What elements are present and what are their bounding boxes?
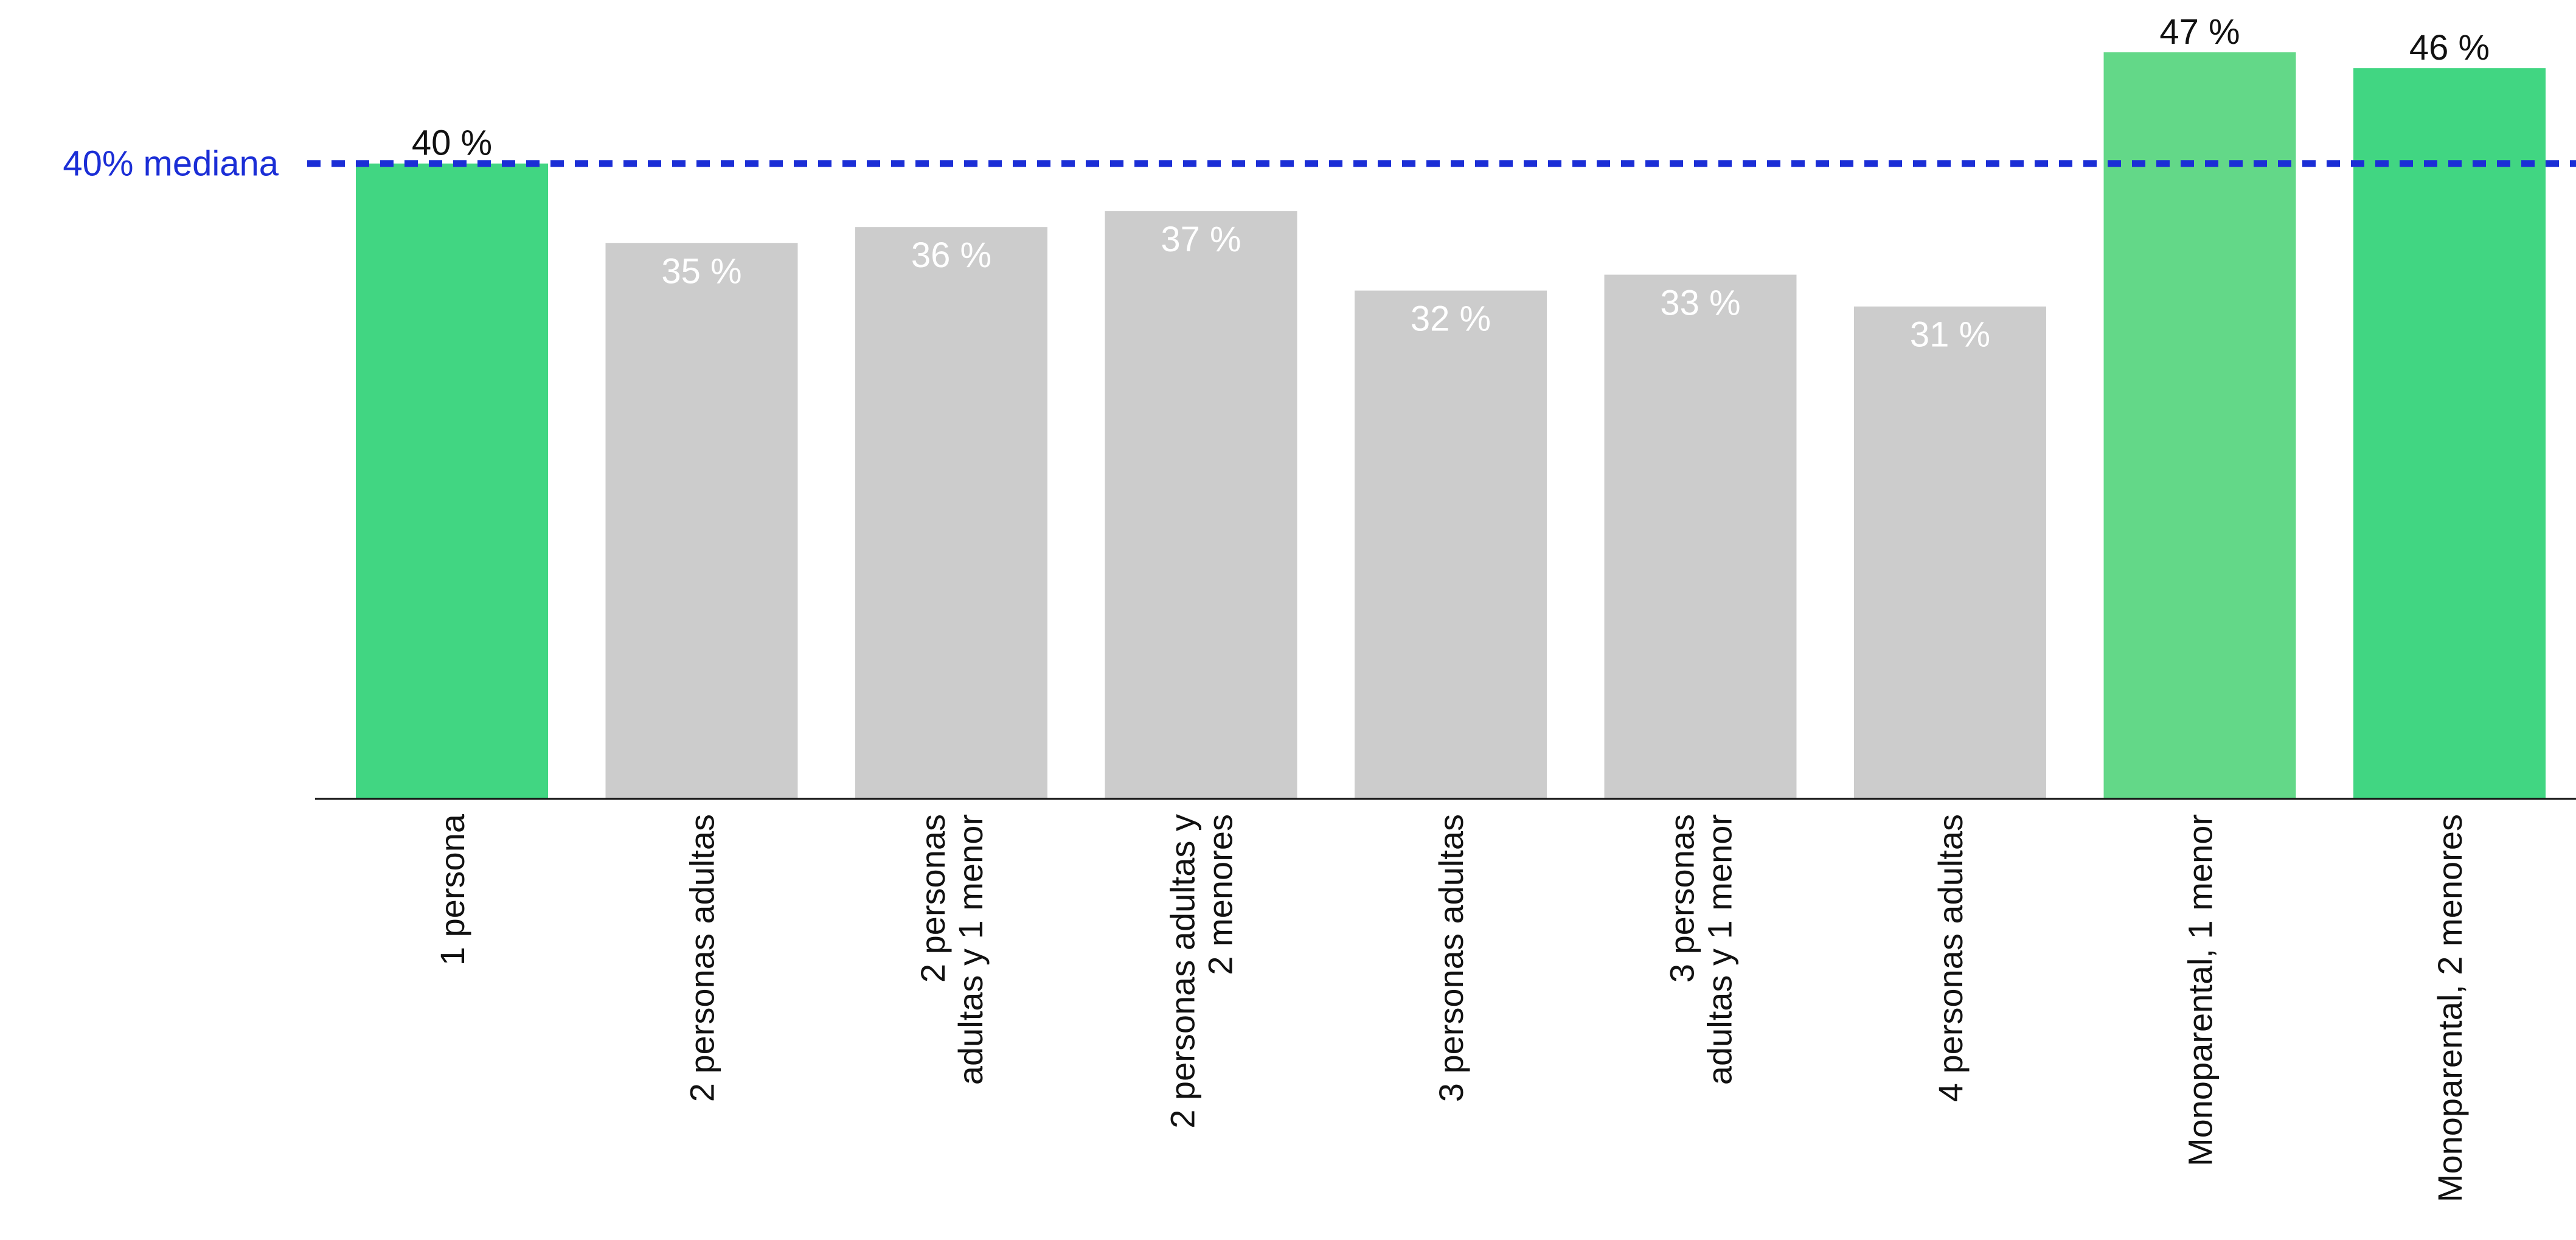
bar-value-label: 32 % [1411,299,1491,339]
category-label-line: 2 personas adultas y [1164,814,1202,1129]
category-label-line: adultas y 1 menor [951,814,990,1085]
bar-value-label: 37 % [1161,220,1241,259]
bar [356,163,548,799]
bar-value-label: 47 % [2159,12,2240,52]
bar-value-label: 40 % [412,124,492,163]
category-label: 2 personasadultas y 1 menor [914,814,990,1085]
category-label-line: 2 menores [1201,814,1240,975]
category-label: 3 personasadultas y 1 menor [1663,814,1739,1085]
bar-value-label: 31 % [1910,315,1990,355]
bar-value-label: 46 % [2409,28,2490,68]
bar [1854,306,2046,799]
category-label-line: Monoparental, 1 menor [2181,814,2220,1166]
bar [2103,52,2296,799]
category-label: 2 personas adultas y2 menores [1164,814,1240,1129]
median-reference-label: 40% mediana [63,144,279,184]
bar [1105,211,1297,799]
bars-layer [356,52,2546,799]
category-label-line: Monoparental, 2 menores [2431,814,2469,1202]
category-label-line: 2 personas [914,814,952,983]
category-label-line: 3 personas adultas [1432,814,1470,1102]
bar-value-label: 36 % [911,235,991,275]
category-label: 1 persona [433,813,471,966]
value-labels-layer: 40 % 35 % 36 % 37 % 32 % 33 % 31 % 47 % 46 % [412,12,2490,355]
bar-value-label: 35 % [661,251,741,291]
category-label: 3 personas adultas [1432,814,1470,1102]
bar-value-label: 33 % [1660,283,1740,322]
category-label-line: 4 personas adultas [1931,814,1970,1102]
category-labels-layer: 1 persona 2 personas adultas 2 personasadu… [433,813,2469,1202]
bar [1355,290,1547,799]
category-label: Monoparental, 2 menores [2431,814,2469,1202]
category-label-line: adultas y 1 menor [1701,814,1739,1085]
bar [1604,274,1797,799]
category-label: 4 personas adultas [1931,814,1970,1102]
category-label: Monoparental, 1 menor [2181,814,2220,1166]
category-label-line: 2 personas adultas [683,814,721,1102]
bar [855,227,1047,799]
category-label-line: 3 personas [1663,814,1701,983]
category-label: 2 personas adultas [683,814,721,1102]
category-label-line: 1 persona [433,813,471,966]
bar [605,243,798,799]
bar [2353,68,2546,799]
